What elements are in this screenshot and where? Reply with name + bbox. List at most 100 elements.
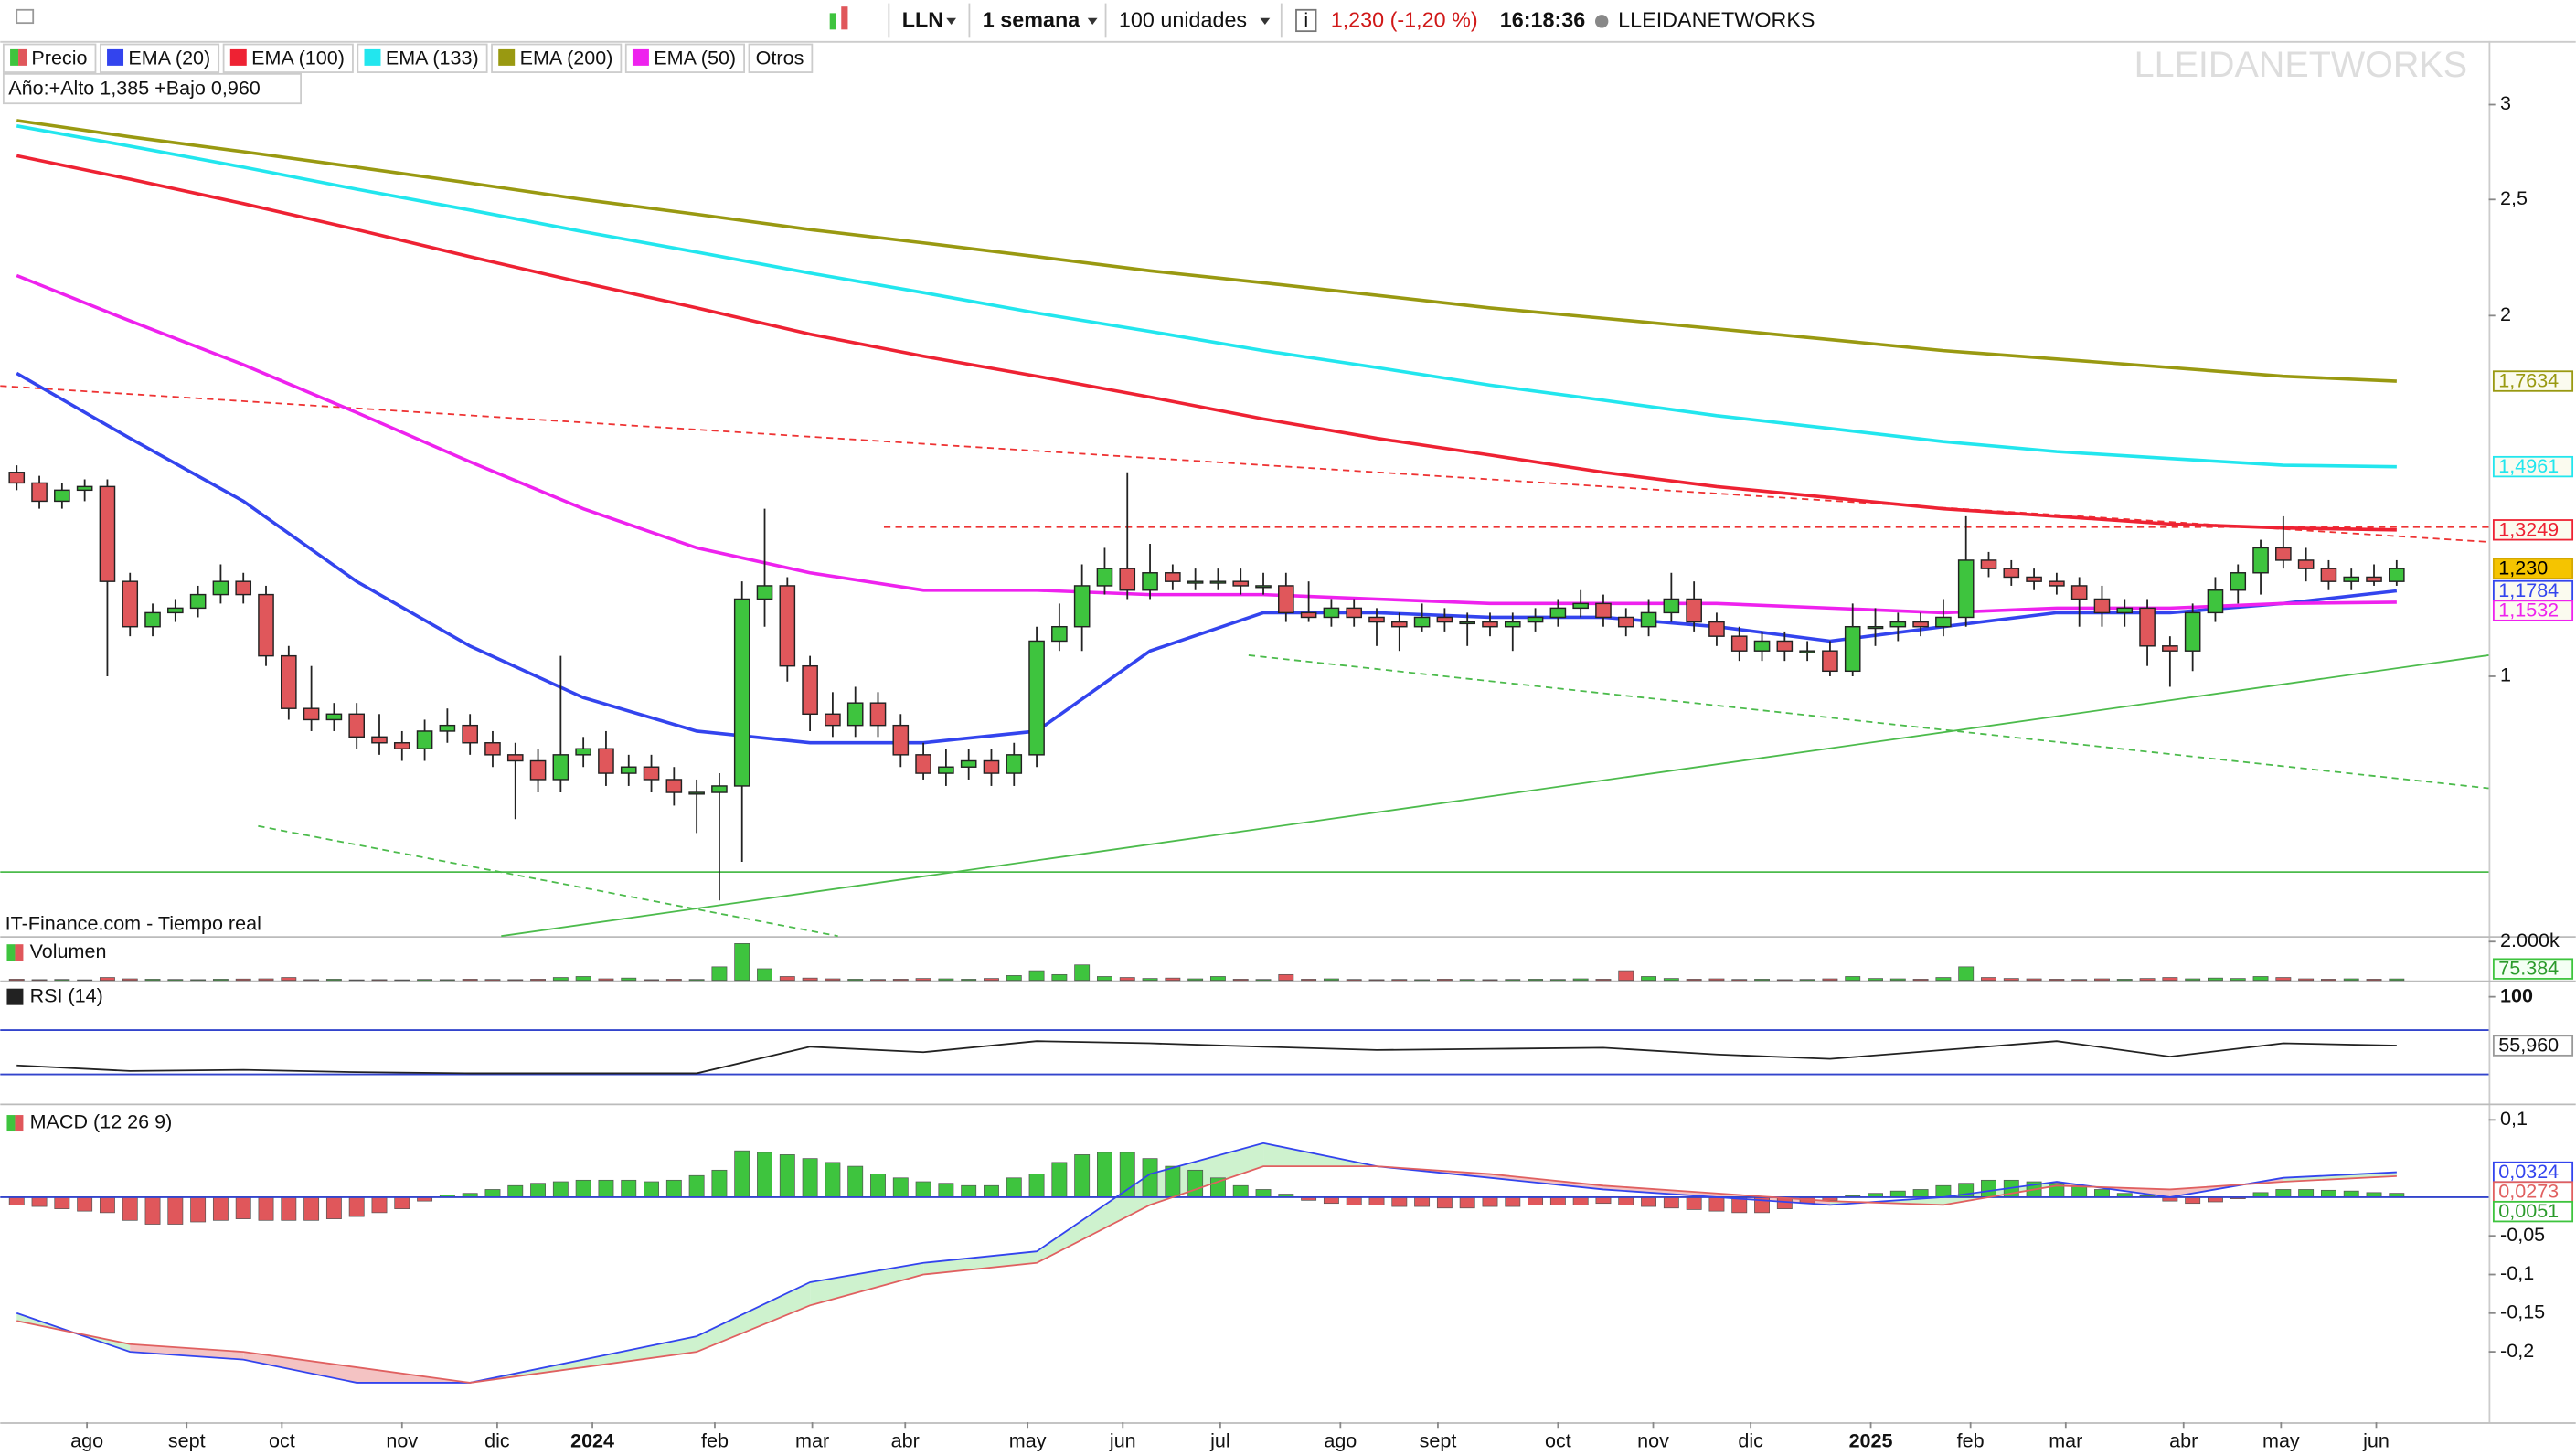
candle-body — [54, 489, 70, 503]
macd-histogram-bar — [688, 1174, 705, 1198]
volume-bar — [688, 979, 705, 982]
macd-histogram-bar — [1935, 1184, 1952, 1198]
y-tick-label: 2,5 — [2500, 186, 2528, 209]
y-tick-label: 100 — [2500, 983, 2533, 1006]
volume-bar — [870, 979, 886, 982]
info-glyph: i — [1304, 8, 1308, 31]
volume-bar — [348, 979, 365, 982]
candle-body — [2049, 580, 2065, 587]
size[interactable]: 100 unidades — [1119, 8, 1247, 32]
pane-title: RSI (14) — [30, 983, 103, 1006]
y-tick-label: -0,05 — [2500, 1223, 2545, 1246]
candle-body — [371, 736, 388, 744]
candle-body — [99, 485, 116, 582]
volume-bar — [1255, 979, 1272, 982]
volume-bar — [31, 979, 48, 982]
pane-title: Volumen — [30, 940, 107, 962]
candle-body — [1572, 602, 1589, 610]
frame — [0, 40, 2576, 1424]
dropdown-arrow[interactable] — [1087, 17, 1098, 25]
candle-body — [1278, 585, 1294, 614]
candle-body — [2139, 607, 2156, 647]
volume-bar — [2162, 977, 2178, 982]
macd-fill — [2283, 1172, 2397, 1183]
candle-body — [484, 742, 501, 756]
x-tick-label: ago — [1324, 1428, 1357, 1451]
candle-body — [462, 724, 478, 744]
candle-body — [1912, 621, 1929, 628]
chart-type-icon[interactable] — [841, 6, 848, 30]
candle-body — [167, 607, 184, 614]
macd-histogram-bar — [54, 1196, 70, 1209]
candle-body — [733, 598, 750, 787]
macd-histogram-bar — [2343, 1190, 2359, 1198]
volume-bar — [1595, 979, 1612, 982]
candle-body — [1300, 611, 1317, 619]
volume-bar — [1051, 973, 1068, 982]
x-tick-label: oct — [269, 1428, 295, 1451]
volume-bar — [371, 979, 388, 982]
last-value-label: 0,0273 — [2498, 1180, 2559, 1203]
legend-label[interactable]: EMA (50) — [654, 46, 736, 69]
volume-bar — [1278, 973, 1294, 982]
last-value-label: 1,7634 — [2498, 369, 2559, 392]
volume-bar — [1549, 979, 1566, 982]
volume-bar — [507, 979, 524, 982]
legend-label[interactable]: EMA (100) — [251, 46, 345, 69]
legend-item[interactable] — [748, 43, 814, 73]
y-tick-label: 2 — [2500, 303, 2511, 325]
legend-label[interactable]: EMA (133) — [386, 46, 479, 69]
pane-title: MACD (12 26 9) — [30, 1110, 173, 1133]
x-tick-label: oct — [1545, 1428, 1571, 1451]
volume-bar — [281, 977, 297, 982]
last-value-label: 55,960 — [2498, 1034, 2559, 1057]
candle-body — [1595, 602, 1612, 619]
volume-bar — [1935, 977, 1952, 982]
volume-bar — [1708, 978, 1725, 982]
candle-body — [1436, 616, 1453, 623]
x-tick-label: sept — [1420, 1428, 1457, 1451]
x-tick-label: may — [2262, 1428, 2300, 1451]
trendline — [258, 824, 838, 938]
candle-body — [1640, 611, 1657, 628]
volume-bar — [1006, 975, 1022, 982]
candle-body — [1686, 598, 1702, 623]
legend-label[interactable]: EMA (20) — [128, 46, 210, 69]
last-value-box — [2492, 455, 2574, 478]
legend-label[interactable]: Otros — [756, 46, 804, 69]
candle-body — [325, 713, 343, 721]
volume-bar — [325, 979, 342, 982]
candle-body — [665, 779, 683, 793]
legend-label[interactable]: Precio — [31, 46, 87, 69]
volume-bar — [1663, 978, 1679, 982]
volume-bar — [1505, 979, 1521, 982]
macd-histogram-bar — [1595, 1196, 1612, 1205]
dropdown-arrow[interactable] — [946, 17, 957, 25]
info-icon[interactable] — [1295, 8, 1317, 33]
candle-body — [2116, 607, 2134, 614]
candle-body — [393, 742, 410, 749]
symbol[interactable]: LLN — [902, 8, 943, 32]
volume-bar — [303, 979, 320, 982]
legend-label[interactable]: EMA (200) — [520, 46, 613, 69]
candle-body — [620, 766, 637, 774]
volume-bar — [2139, 978, 2156, 982]
volume-bar — [1346, 979, 1362, 982]
period[interactable]: 1 semana — [983, 8, 1080, 32]
candle-body — [825, 713, 841, 727]
volume-bar — [1572, 978, 1589, 982]
chart-type-icon[interactable] — [829, 13, 836, 30]
macd-line — [16, 1142, 2397, 1384]
volume-bar — [2343, 978, 2359, 982]
volume-bar — [122, 978, 138, 982]
dropdown-arrow[interactable] — [1260, 17, 1271, 25]
candle-body — [281, 654, 297, 709]
window-icon[interactable] — [16, 8, 35, 25]
x-tick-label: 2024 — [570, 1428, 614, 1451]
macd-histogram-bar — [1505, 1196, 1521, 1207]
trendline — [1248, 654, 2489, 790]
volume-bar — [1323, 978, 1339, 982]
volume-bar — [711, 966, 728, 982]
macd-histogram-bar — [961, 1184, 977, 1198]
